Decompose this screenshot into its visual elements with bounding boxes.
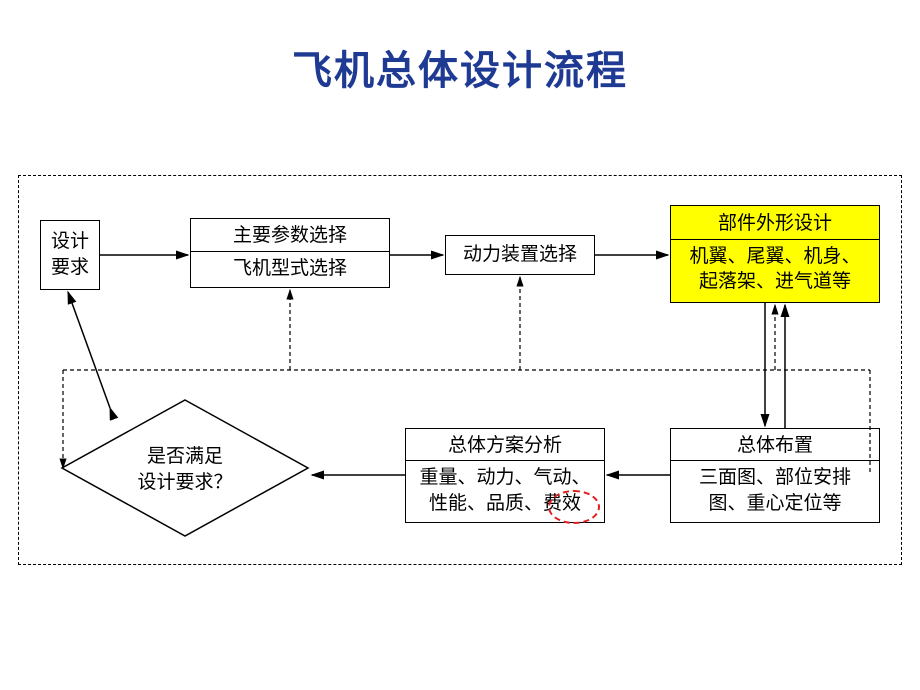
page-title: 飞机总体设计流程: [0, 0, 920, 96]
decision-node: 是否满足 设计要求？: [60, 398, 310, 538]
node-requirements-label: 设计 要求: [41, 223, 99, 286]
node-power-label: 动力装置选择: [453, 236, 587, 274]
decision-label: 是否满足 设计要求？: [60, 444, 310, 495]
node-layout: 总体布置 三面图、部位安排 图、重心定位等: [670, 428, 880, 523]
node-params: 主要参数选择 飞机型式选择: [190, 218, 390, 288]
node-requirements: 设计 要求: [40, 220, 100, 290]
node-shape-design: 部件外形设计 机翼、尾翼、机身、 起落架、进气道等: [670, 205, 880, 303]
node-layout-top: 总体布置: [671, 429, 879, 461]
node-power: 动力装置选择: [445, 235, 595, 275]
node-analysis-top: 总体方案分析: [406, 429, 604, 461]
highlight-circle: [548, 490, 600, 524]
node-shape-bottom: 机翼、尾翼、机身、 起落架、进气道等: [671, 240, 879, 301]
node-params-top: 主要参数选择: [191, 219, 389, 251]
node-layout-bottom: 三面图、部位安排 图、重心定位等: [671, 461, 879, 522]
node-shape-top: 部件外形设计: [671, 207, 879, 239]
node-params-bottom: 飞机型式选择: [191, 252, 389, 288]
